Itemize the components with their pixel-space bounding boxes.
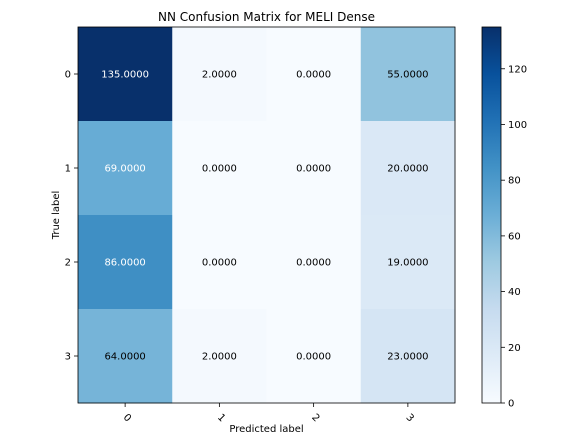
y-tick-label: 3 <box>65 352 71 363</box>
cell-value-label: 2.0000 <box>202 70 237 81</box>
heatmap-cell-3-2 <box>266 309 362 404</box>
x-tick-label: 2 <box>309 412 321 424</box>
cell-value-label: 86.0000 <box>104 258 145 269</box>
heatmap-cells <box>78 27 456 404</box>
heatmap-cell-1-3 <box>360 121 456 216</box>
heatmap-cell-2-1 <box>172 215 267 310</box>
heatmap-cell-2-3 <box>360 215 456 310</box>
cell-value-label: 0.0000 <box>202 164 237 175</box>
heatmap-cell-2-2 <box>266 215 362 310</box>
cell-value-label: 64.0000 <box>104 352 145 363</box>
heatmap-cell-0-3 <box>360 27 456 122</box>
cell-value-label: 55.0000 <box>387 70 428 81</box>
colorbar-tick-label: 20 <box>508 343 521 354</box>
heatmap-cell-0-2 <box>266 27 362 122</box>
y-tick-label: 2 <box>65 258 71 269</box>
x-tick-label: 3 <box>403 412 415 424</box>
cell-value-label: 19.0000 <box>387 258 428 269</box>
cell-value-label: 0.0000 <box>202 258 237 269</box>
cell-value-label: 23.0000 <box>387 352 428 363</box>
cell-value-label: 135.0000 <box>101 70 149 81</box>
y-axis-label: True label <box>51 191 62 241</box>
cell-value-label: 0.0000 <box>296 352 331 363</box>
colorbar-tick-label: 120 <box>508 64 527 75</box>
cell-value-label: 2.0000 <box>202 352 237 363</box>
cell-value-label: 0.0000 <box>296 70 331 81</box>
heatmap-cell-2-0 <box>78 215 173 310</box>
y-axis-ticks: 0 1 2 3 <box>65 70 78 363</box>
heatmap-cell-3-3 <box>360 309 456 404</box>
colorbar-tick-label: 100 <box>508 120 527 131</box>
heatmap-cell-3-1 <box>172 309 267 404</box>
cell-value-label: 69.0000 <box>104 164 145 175</box>
heatmap-cell-0-0 <box>78 27 173 122</box>
heatmap-cell-1-0 <box>78 121 173 216</box>
cell-value-label: 20.0000 <box>387 164 428 175</box>
colorbar-tick-label: 40 <box>508 287 521 298</box>
colorbar <box>481 26 502 404</box>
cell-value-label: 0.0000 <box>296 258 331 269</box>
heatmap-cell-1-2 <box>266 121 362 216</box>
heatmap-cell-3-0 <box>78 309 173 404</box>
y-tick-label: 1 <box>65 164 71 175</box>
colorbar-ticks: 0 20 40 60 80 100 120 <box>501 64 527 410</box>
heatmap-cell-1-1 <box>172 121 267 216</box>
x-tick-label: 0 <box>121 412 133 424</box>
x-axis-label: Predicted label <box>229 424 303 432</box>
y-tick-label: 0 <box>65 70 71 81</box>
cell-value-label: 0.0000 <box>296 164 331 175</box>
colorbar-tick-label: 60 <box>508 231 521 242</box>
chart-title: NN Confusion Matrix for MELI Dense <box>158 10 375 24</box>
colorbar-tick-label: 80 <box>508 176 521 187</box>
x-tick-label: 1 <box>215 412 227 424</box>
heatmap-cell-labels: 135.0000 2.0000 0.0000 55.0000 69.0000 0.0000… <box>101 70 428 363</box>
heatmap-cell-0-1 <box>172 27 267 122</box>
plot-frame <box>77 26 456 404</box>
colorbar-tick-label: 0 <box>508 399 514 410</box>
x-axis-ticks: 0 1 2 3 <box>121 403 416 424</box>
